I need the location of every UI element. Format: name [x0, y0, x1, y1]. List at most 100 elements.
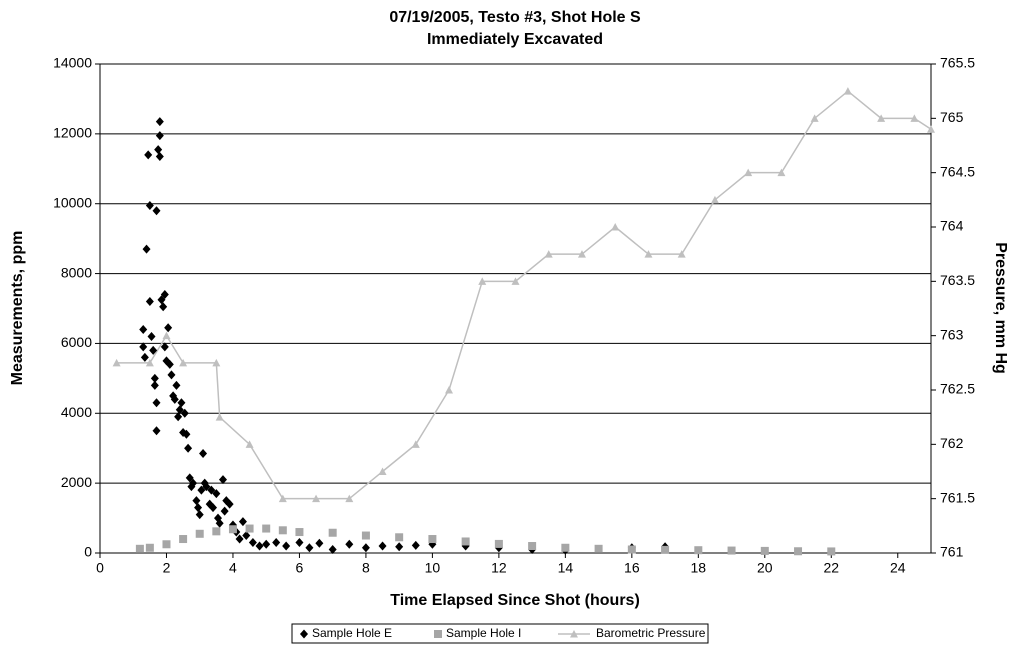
legend-box: [291, 623, 709, 644]
diamond-marker: [305, 543, 314, 553]
diamond-marker: [189, 478, 198, 488]
diamond-marker: [140, 352, 149, 362]
square-marker: [135, 544, 144, 553]
y-tick-label: 14000: [53, 55, 92, 71]
diamond-marker: [225, 499, 234, 509]
diamond-marker: [238, 517, 247, 527]
square-marker: [145, 543, 154, 552]
x-tick-label: 8: [362, 560, 370, 576]
triangle-marker: [112, 358, 121, 367]
diamond-marker: [315, 538, 324, 548]
diamond-marker: [411, 540, 420, 550]
triangle-marker: [544, 250, 553, 258]
square-marker: [561, 543, 570, 552]
diamond-marker: [144, 150, 153, 160]
square-marker: [262, 524, 271, 533]
square-marker: [827, 547, 836, 556]
diamond-marker: [150, 380, 159, 390]
y2-axis-label: Pressure, mm Hg: [992, 242, 1009, 374]
diamond-marker: [170, 394, 179, 404]
chart-subtitle: Immediately Excavated: [427, 31, 603, 48]
line: [116, 90, 932, 500]
diamond-marker: [160, 290, 169, 300]
square-marker: [760, 546, 769, 555]
square-marker: [627, 545, 636, 554]
square-marker: [295, 528, 304, 537]
x-tick-label: 12: [491, 560, 507, 576]
square-marker: [428, 535, 437, 544]
diamond-marker: [154, 145, 163, 155]
triangle-marker: [145, 358, 154, 367]
y2-tick-label: 761.5: [940, 489, 975, 505]
x-tick-label: 14: [558, 560, 574, 576]
diamond-marker: [159, 302, 168, 312]
square-marker: [179, 535, 188, 544]
square-marker: [528, 542, 537, 551]
x-tick-label: 22: [823, 560, 839, 576]
triangle-marker: [927, 125, 935, 133]
square-marker: [594, 544, 603, 553]
triangle-marker: [744, 168, 753, 177]
diamond-marker: [152, 206, 161, 216]
triangle-marker: [677, 250, 686, 258]
diamond-marker: [199, 448, 208, 458]
triangle-marker: [910, 114, 919, 122]
y-tick-label: 0: [84, 544, 92, 560]
diamond-marker: [192, 496, 201, 506]
x-axis-label: Time Elapsed Since Shot (hours): [390, 592, 640, 609]
diamond-marker: [149, 345, 158, 355]
diamond-marker: [164, 323, 173, 333]
diamond-marker: [167, 370, 176, 380]
legend-label: Barometric Pressure: [596, 626, 706, 640]
triangle-marker: [312, 494, 321, 503]
diamond-marker: [155, 131, 164, 141]
x-tick-label: 24: [890, 560, 906, 576]
diamond-marker: [180, 408, 189, 418]
square-marker: [661, 545, 670, 554]
y-tick-label: 2000: [61, 474, 92, 490]
diamond-marker: [139, 324, 148, 334]
diamond-marker: [152, 426, 161, 436]
y2-tick-label: 762: [940, 435, 964, 451]
diamond-marker: [242, 531, 251, 541]
x-tick-label: 16: [624, 560, 640, 576]
square-marker: [727, 546, 736, 555]
triangle-marker: [215, 413, 224, 421]
triangle-marker: [278, 494, 287, 503]
diamond-marker: [145, 200, 154, 210]
y-tick-label: 8000: [61, 264, 92, 280]
square-marker: [228, 525, 237, 534]
diamond-marker: [212, 489, 221, 499]
square-marker: [195, 529, 204, 538]
diamond-marker: [300, 629, 308, 639]
diamond-marker: [172, 380, 181, 390]
diamond-marker: [345, 539, 354, 549]
triangle-marker: [478, 277, 487, 285]
square-marker: [395, 533, 404, 542]
x-tick-label: 6: [296, 560, 304, 576]
diamond-marker: [165, 359, 174, 369]
square-marker: [212, 527, 221, 536]
diamond-marker: [215, 518, 224, 528]
square-marker: [328, 528, 337, 537]
y2-tick-label: 765: [940, 109, 964, 125]
square-marker: [434, 630, 442, 638]
y-tick-label: 4000: [61, 404, 92, 420]
diamond-marker: [182, 429, 191, 439]
triangle-marker: [245, 440, 254, 448]
x-tick-label: 2: [163, 560, 171, 576]
diamond-marker: [155, 117, 164, 127]
triangle-marker: [345, 494, 354, 503]
triangle-marker: [511, 277, 520, 285]
diamond-marker: [142, 244, 151, 254]
square-marker: [278, 526, 287, 535]
square-marker: [245, 524, 254, 533]
diamond-marker: [174, 412, 183, 422]
diamond-marker: [155, 152, 164, 162]
diamond-marker: [202, 482, 211, 492]
diamond-marker: [160, 342, 169, 352]
diamond-marker: [177, 398, 186, 408]
square-marker: [361, 531, 370, 540]
x-tick-label: 4: [229, 560, 237, 576]
